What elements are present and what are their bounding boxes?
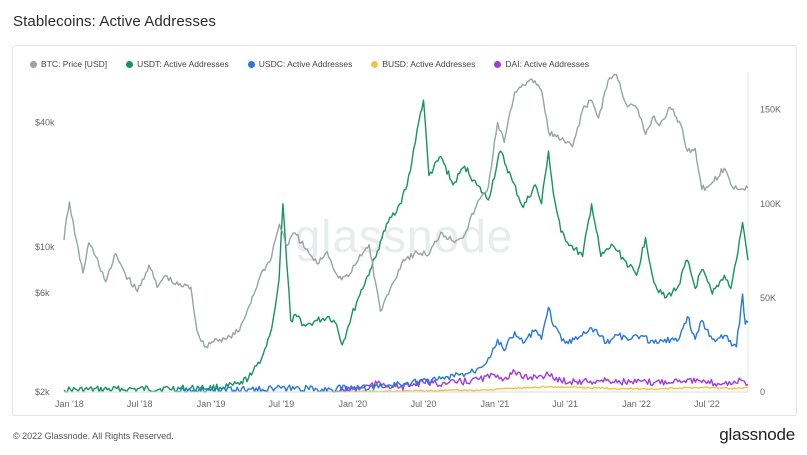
chart-legend: BTC: Price [USD] USDT: Active Addresses …	[30, 59, 608, 69]
glassnode-logo[interactable]: glassnode	[719, 425, 795, 444]
legend-label-usdc: USDC: Active Addresses	[258, 59, 353, 69]
x-tick-label: Jan '18	[55, 399, 84, 409]
legend-item-usdc[interactable]: USDC: Active Addresses	[247, 59, 353, 69]
y-right-tick-label: 150K	[760, 105, 781, 115]
y-left-tick-label: $6k	[35, 288, 50, 298]
legend-item-dai[interactable]: DAI: Active Addresses	[494, 59, 589, 69]
legend-swatch-btc	[30, 60, 37, 68]
legend-item-busd[interactable]: BUSD: Active Addresses	[371, 59, 475, 69]
x-tick-label: Jul '22	[694, 399, 720, 409]
legend-label-dai: DAI: Active Addresses	[505, 59, 590, 69]
x-tick-label: Jul '20	[411, 399, 437, 409]
y-right-tick-label: 50K	[760, 293, 776, 303]
y-left-tick-label: $10k	[35, 242, 55, 252]
legend-item-usdt[interactable]: USDT: Active Addresses	[126, 59, 229, 69]
chart-panel	[12, 45, 797, 416]
copyright-text: © 2022 Glassnode. All Rights Reserved.	[13, 431, 174, 441]
x-tick-label: Jul '19	[269, 399, 295, 409]
legend-label-btc: BTC: Price [USD]	[41, 59, 108, 69]
page-title: Stablecoins: Active Addresses	[13, 13, 217, 30]
series-line-busd	[317, 385, 749, 393]
legend-swatch-usdc	[247, 60, 255, 68]
x-tick-label: Jan '19	[197, 399, 226, 409]
x-tick-label: Jul '18	[127, 399, 153, 409]
x-tick-label: Jan '21	[481, 399, 510, 409]
legend-swatch-busd	[371, 60, 379, 68]
x-tick-label: Jan '20	[338, 399, 367, 409]
y-left-tick-label: $40k	[35, 117, 55, 127]
legend-label-usdt: USDT: Active Addresses	[137, 59, 229, 69]
y-right-tick-label: 100K	[760, 199, 781, 209]
series-line-btc	[63, 73, 749, 349]
series-line-usdt	[63, 99, 749, 393]
legend-swatch-usdt	[126, 60, 134, 68]
x-tick-label: Jul '21	[552, 399, 578, 409]
series-line-dai	[336, 369, 749, 393]
chart-watermark: glassnode	[295, 210, 514, 262]
y-right-tick-label: 0	[760, 387, 765, 397]
legend-item-btc[interactable]: BTC: Price [USD]	[30, 59, 107, 69]
legend-swatch-dai	[494, 60, 502, 68]
x-tick-label: Jan '22	[622, 399, 651, 409]
legend-label-busd: BUSD: Active Addresses	[382, 59, 476, 69]
y-left-tick-label: $2k	[35, 387, 50, 397]
series-line-usdc	[175, 293, 749, 393]
